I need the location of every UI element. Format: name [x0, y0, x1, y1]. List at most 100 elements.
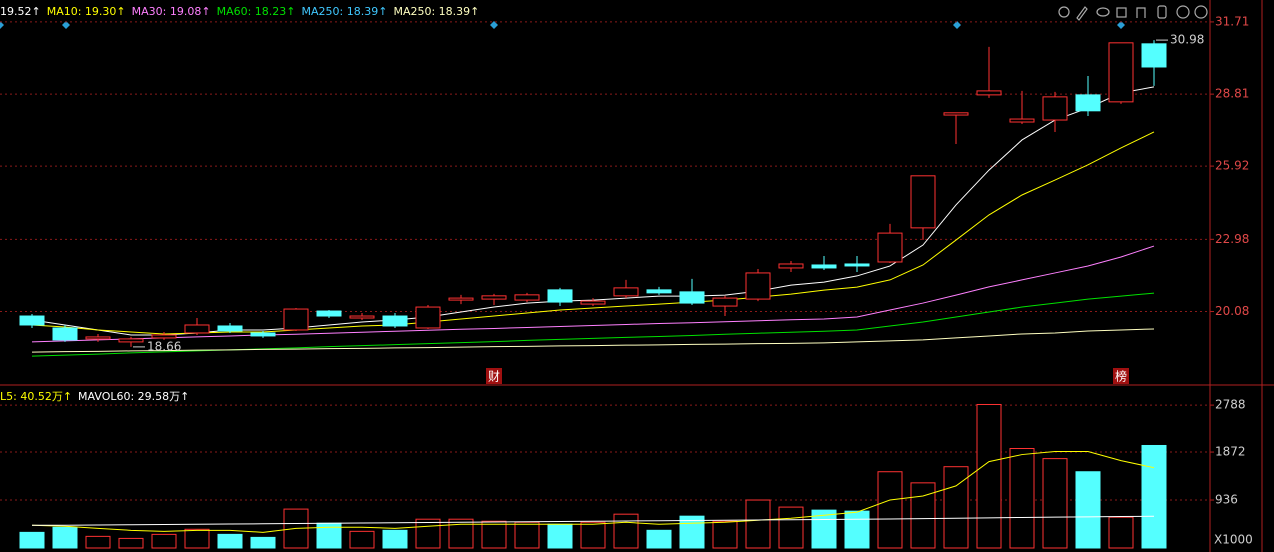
- candle-body: [778, 263, 804, 269]
- candle-body: [250, 332, 276, 337]
- y-tick-label: 936: [1215, 493, 1238, 507]
- y-tick-label: 31.71: [1215, 14, 1249, 28]
- volume-bar: [547, 523, 573, 549]
- unit-label: X1000: [1214, 533, 1253, 547]
- draw-icon[interactable]: [1076, 6, 1088, 21]
- extreme-label: 30.98: [1170, 33, 1204, 47]
- ma-line: [31, 451, 1155, 533]
- candle-body: [85, 336, 111, 340]
- y-tick-label: 20.08: [1215, 304, 1249, 318]
- ma-line: [32, 515, 1155, 526]
- volume-bar: [184, 528, 210, 549]
- candle-body: [415, 306, 441, 329]
- candle-body: [19, 315, 45, 326]
- diamond: [62, 21, 70, 29]
- event-badge: [1113, 368, 1129, 384]
- volume-bar: [580, 521, 606, 549]
- ma-line: [31, 328, 1155, 353]
- extreme-label: 18.66: [147, 339, 181, 353]
- volume-bar: [1141, 444, 1167, 549]
- candle-body: [943, 112, 969, 116]
- candle-body: [481, 295, 507, 300]
- volume-bar: [613, 513, 639, 549]
- volume-bar: [910, 482, 936, 549]
- volume-bar: [415, 518, 441, 549]
- candle-body: [712, 297, 738, 307]
- volume-bar: [943, 466, 969, 549]
- candle-body: [547, 289, 573, 303]
- legend-entry: MA10: 19.30↑: [46, 5, 126, 18]
- volume-bar: [811, 509, 837, 549]
- candle-body: [613, 287, 639, 297]
- diamond: [953, 21, 961, 29]
- volume-bar: [679, 515, 705, 549]
- volume-bar: [712, 520, 738, 549]
- candle-body: [1108, 42, 1134, 103]
- candle-body: [844, 263, 870, 267]
- volume-bar: [976, 403, 1002, 549]
- volume-bar: [646, 529, 672, 549]
- candle-body: [52, 327, 78, 341]
- zoom-out-icon[interactable]: [1194, 5, 1208, 19]
- candle-body: [118, 338, 144, 343]
- candle-body: [151, 334, 177, 339]
- legend-entry: L5: 40.52万↑: [0, 390, 73, 403]
- y-tick-label: 28.81: [1215, 87, 1249, 101]
- ma-line: [31, 131, 1155, 335]
- candle-body: [1141, 43, 1167, 68]
- y-tick-label: 2788: [1215, 398, 1246, 412]
- view-icon[interactable]: [1096, 7, 1110, 17]
- volume-bar: [19, 531, 45, 549]
- hand-icon[interactable]: [1136, 7, 1146, 18]
- volume-bar: [382, 529, 408, 549]
- event-marker: 榜: [1115, 369, 1127, 384]
- legend-entry: 19.52↑: [0, 5, 41, 18]
- candle-body: [679, 291, 705, 304]
- candle-body: [1009, 118, 1035, 123]
- candle-body: [745, 272, 771, 300]
- volume-bar: [349, 530, 375, 549]
- legend-entry: MA250: 18.39↑: [301, 5, 388, 18]
- volume-bar: [481, 520, 507, 549]
- candle-body: [217, 325, 243, 332]
- candle-body: [910, 175, 936, 229]
- candle-body: [382, 315, 408, 327]
- volume-bar: [514, 521, 540, 549]
- candle-body: [1075, 94, 1101, 112]
- candle-body: [514, 294, 540, 301]
- volume-bar: [1108, 516, 1134, 549]
- volume-bar: [844, 510, 870, 549]
- legend-entry: MA250: 18.39↑: [393, 5, 480, 18]
- settings-icon[interactable]: [1058, 6, 1070, 18]
- volume-legend: L5: 40.52万↑ MAVOL60: 29.58万↑: [0, 388, 189, 404]
- diamond: [0, 21, 4, 29]
- volume-bar: [52, 526, 78, 549]
- event-badge: [486, 368, 502, 384]
- legend-entry: MA60: 18.23↑: [216, 5, 296, 18]
- volume-bar: [877, 471, 903, 549]
- volume-bar: [448, 518, 474, 549]
- ma-line: [31, 245, 1155, 343]
- candle-body: [877, 232, 903, 263]
- candle-body: [580, 300, 606, 305]
- candle-body: [1042, 96, 1068, 121]
- event-diamonds: [0, 21, 1125, 29]
- volume-bar: [745, 499, 771, 549]
- volume-bar: [118, 537, 144, 549]
- volume-bar: [151, 533, 177, 549]
- toolbar[interactable]: [1058, 5, 1208, 21]
- zoom-in-icon[interactable]: [1176, 5, 1190, 19]
- volume-bar: [1009, 448, 1035, 549]
- volume-bar: [1075, 471, 1101, 549]
- volume-bar: [778, 506, 804, 549]
- candle-body: [316, 310, 342, 317]
- candle-body: [976, 90, 1002, 96]
- lock-icon[interactable]: [1157, 5, 1167, 19]
- delete-icon[interactable]: [1116, 7, 1127, 18]
- candle-body: [283, 308, 309, 331]
- candle-body: [448, 297, 474, 301]
- y-tick-label: 25.92: [1215, 159, 1249, 173]
- price-legend: 19.52↑ MA10: 19.30↑ MA30: 19.08↑ MA60: 18.2…: [0, 5, 479, 18]
- volume-bar: [1042, 458, 1068, 549]
